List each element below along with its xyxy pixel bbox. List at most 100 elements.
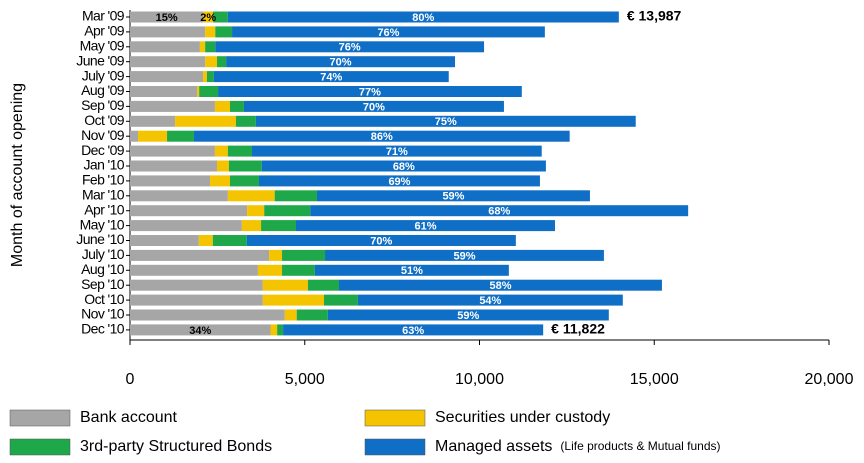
bar-segment [229, 100, 244, 112]
total-annotation: € 11,822 [551, 321, 605, 337]
share-label: 76% [377, 27, 399, 39]
bar-segment [130, 294, 263, 306]
bar-segment [130, 41, 200, 53]
bar-segment [205, 56, 218, 68]
y-tick-label: Nov '09 [81, 127, 125, 143]
bar-segment [167, 130, 194, 142]
x-tick-label: 10,000 [455, 371, 504, 388]
share-label: 59% [453, 250, 475, 262]
bar-segment [247, 205, 265, 217]
bar-segment [138, 130, 168, 142]
share-label: 77% [359, 86, 381, 98]
y-tick-label: Mar '09 [82, 8, 125, 24]
bar-segment [130, 11, 204, 23]
bar-segment [251, 145, 542, 157]
bar-segment [261, 160, 546, 172]
bar-segment [210, 175, 230, 187]
x-tick-label: 15,000 [630, 371, 679, 388]
bar-segment [198, 235, 213, 246]
share-label: 76% [339, 42, 361, 54]
bar-segment [130, 264, 258, 276]
bar-segment [199, 41, 206, 53]
y-tick-label: Feb '10 [82, 172, 125, 188]
bar-segment [203, 71, 207, 83]
bar-segment [130, 115, 176, 127]
share-label: 86% [371, 131, 393, 143]
bar-segment [269, 249, 283, 261]
bar-segment [130, 324, 271, 336]
legend-label: Managed assets (Life products & Mutual fu… [435, 438, 720, 455]
y-tick-label: Aug '10 [81, 261, 125, 277]
bar-segment [193, 130, 570, 142]
y-tick-label: Aug '09 [81, 82, 125, 98]
y-tick-label: Nov '10 [81, 306, 125, 322]
bar-segment [199, 86, 219, 97]
y-tick-label: June '10 [76, 231, 125, 247]
bar-segment [258, 175, 540, 187]
bar-segment [229, 175, 259, 187]
y-tick-label: May '10 [80, 216, 125, 232]
legend-name: Securities under custody [435, 409, 610, 426]
share-label: 59% [442, 191, 464, 203]
segment-annotation: 15% [156, 12, 178, 24]
bar-segment [130, 86, 198, 97]
y-tick-label: Oct '10 [84, 291, 125, 307]
bar-segment [203, 11, 214, 23]
bar-segment [277, 324, 284, 336]
bar-segment [130, 205, 248, 217]
bar-segment [197, 86, 200, 97]
share-label: 63% [402, 325, 424, 337]
bar-segment [130, 220, 242, 232]
y-tick-label: Mar '10 [82, 187, 125, 203]
bar-segment [213, 71, 449, 83]
y-tick-label: June '09 [76, 52, 125, 68]
bar-segment [255, 115, 636, 127]
bar-segment [130, 100, 215, 112]
share-label: 75% [435, 116, 457, 128]
bar-segment [282, 264, 315, 276]
bar-segment [325, 249, 604, 261]
legend-swatch [9, 409, 71, 427]
bar-segment [130, 56, 206, 68]
y-axis-label: Month of account opening [9, 83, 26, 267]
bar-segment [274, 190, 317, 202]
share-label: 54% [479, 295, 501, 307]
bar-segment [218, 86, 522, 97]
share-label: 70% [330, 57, 352, 69]
share-label: 70% [370, 235, 392, 247]
y-tick-label: Sep '10 [81, 276, 125, 292]
bar-segment [264, 205, 311, 217]
bar-segment [175, 115, 236, 127]
share-label: 74% [320, 72, 342, 84]
legend-label: 3rd-party Structured Bonds [80, 438, 272, 455]
bar-segment [214, 145, 228, 157]
y-tick-label: July '10 [82, 246, 125, 262]
legend-label: Bank account [80, 409, 178, 426]
bar-segment [226, 56, 456, 68]
y-tick-label: Apr '09 [84, 23, 125, 39]
bar-segment [228, 160, 262, 172]
y-tick-label: Apr '10 [84, 201, 125, 217]
bar-segment [214, 100, 230, 112]
bar-segment [262, 279, 308, 291]
bar-segment [227, 145, 252, 157]
bar-segment [130, 190, 228, 202]
bar-segment [217, 160, 229, 172]
bar-segment [261, 220, 297, 232]
bar-segment [316, 190, 590, 202]
bar-segment [227, 190, 275, 202]
bar-segment [296, 309, 328, 321]
bar-segment [357, 294, 623, 306]
x-tick-label: 5,000 [285, 371, 325, 388]
bar-segment [310, 205, 689, 217]
bar-segment [130, 175, 211, 187]
bar-segment [205, 26, 216, 38]
bar-segment [130, 71, 204, 83]
bar-segment [130, 160, 218, 172]
bar-segment [296, 220, 555, 232]
bar-segment [257, 264, 283, 276]
bar-segment [206, 71, 214, 83]
bar-segment [327, 309, 609, 321]
legend-name: 3rd-party Structured Bonds [80, 438, 272, 455]
